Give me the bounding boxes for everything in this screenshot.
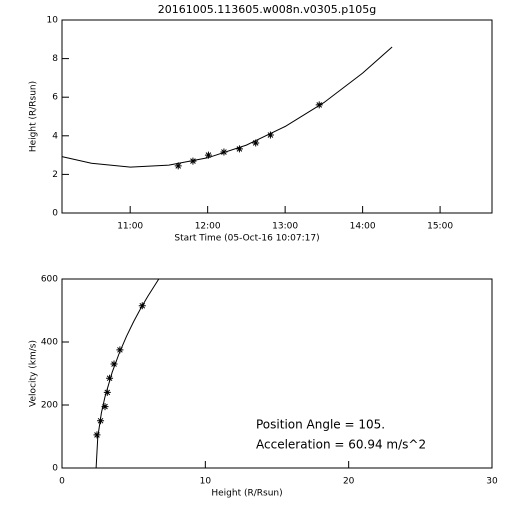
star-marker [235, 145, 243, 153]
x-tick-label: 0 [59, 477, 65, 487]
annotation: Position Angle = 105. [256, 418, 385, 432]
fit-line [95, 278, 160, 469]
x-tick-label: 20 [343, 477, 355, 487]
y-tick-label: 200 [41, 401, 58, 411]
y-tick-label: 2 [52, 170, 58, 180]
y-tick-label: 6 [52, 93, 58, 103]
x-tick-label: 30 [486, 477, 498, 487]
y-tick-label: 4 [52, 131, 58, 141]
y-tick-label: 600 [41, 275, 58, 285]
y-tick-label: 400 [41, 338, 58, 348]
star-marker [110, 360, 118, 368]
star-marker [116, 346, 124, 354]
x-axis-label: Start Time (05-Oct-16 10:07:17) [174, 234, 319, 244]
y-axis-label: Height (R/Rsun) [29, 81, 39, 152]
star-marker [103, 388, 111, 396]
fit-line [61, 46, 393, 168]
x-tick-label: 10 [200, 477, 212, 487]
star-marker [266, 131, 274, 139]
plot-frame [61, 278, 493, 469]
x-tick-label: 12:00 [195, 222, 221, 232]
star-marker [174, 162, 182, 170]
x-tick-label: 15:00 [427, 222, 453, 232]
x-tick-label: 11:00 [117, 222, 143, 232]
star-marker [106, 374, 114, 382]
star-marker [93, 431, 101, 439]
x-axis-label: Height (R/Rsun) [211, 489, 282, 499]
y-tick-label: 8 [52, 54, 58, 64]
star-marker [252, 139, 260, 147]
y-tick-label: 0 [52, 464, 58, 474]
star-marker [101, 403, 109, 411]
star-marker [204, 151, 212, 159]
y-axis-label: Velocity (km/s) [29, 340, 39, 407]
chart-title: 20161005.113605.w008n.v0305.p105g [158, 3, 376, 16]
y-tick-label: 10 [47, 16, 59, 26]
plot-frame [61, 19, 493, 214]
y-tick-label: 0 [52, 209, 58, 219]
x-tick-label: 13:00 [272, 222, 298, 232]
x-tick-label: 14:00 [350, 222, 376, 232]
annotation: Acceleration = 60.94 m/s^2 [256, 438, 426, 452]
